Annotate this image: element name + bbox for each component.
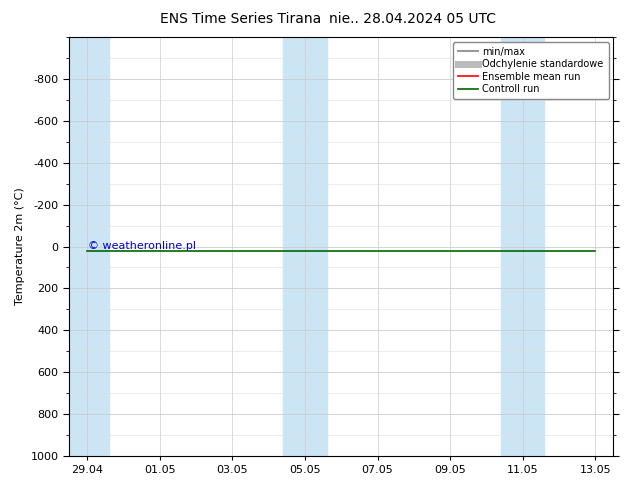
Text: nie.. 28.04.2024 05 UTC: nie.. 28.04.2024 05 UTC: [328, 12, 496, 26]
Bar: [501, 37, 545, 456]
Legend: min/max, Odchylenie standardowe, Ensemble mean run, Controll run: min/max, Odchylenie standardowe, Ensembl…: [453, 42, 609, 99]
Text: ENS Time Series Tirana: ENS Time Series Tirana: [160, 12, 321, 26]
Bar: [65, 37, 109, 456]
Y-axis label: Temperature 2m (°C): Temperature 2m (°C): [15, 188, 25, 305]
Text: © weatheronline.pl: © weatheronline.pl: [88, 241, 196, 251]
Bar: [283, 37, 327, 456]
